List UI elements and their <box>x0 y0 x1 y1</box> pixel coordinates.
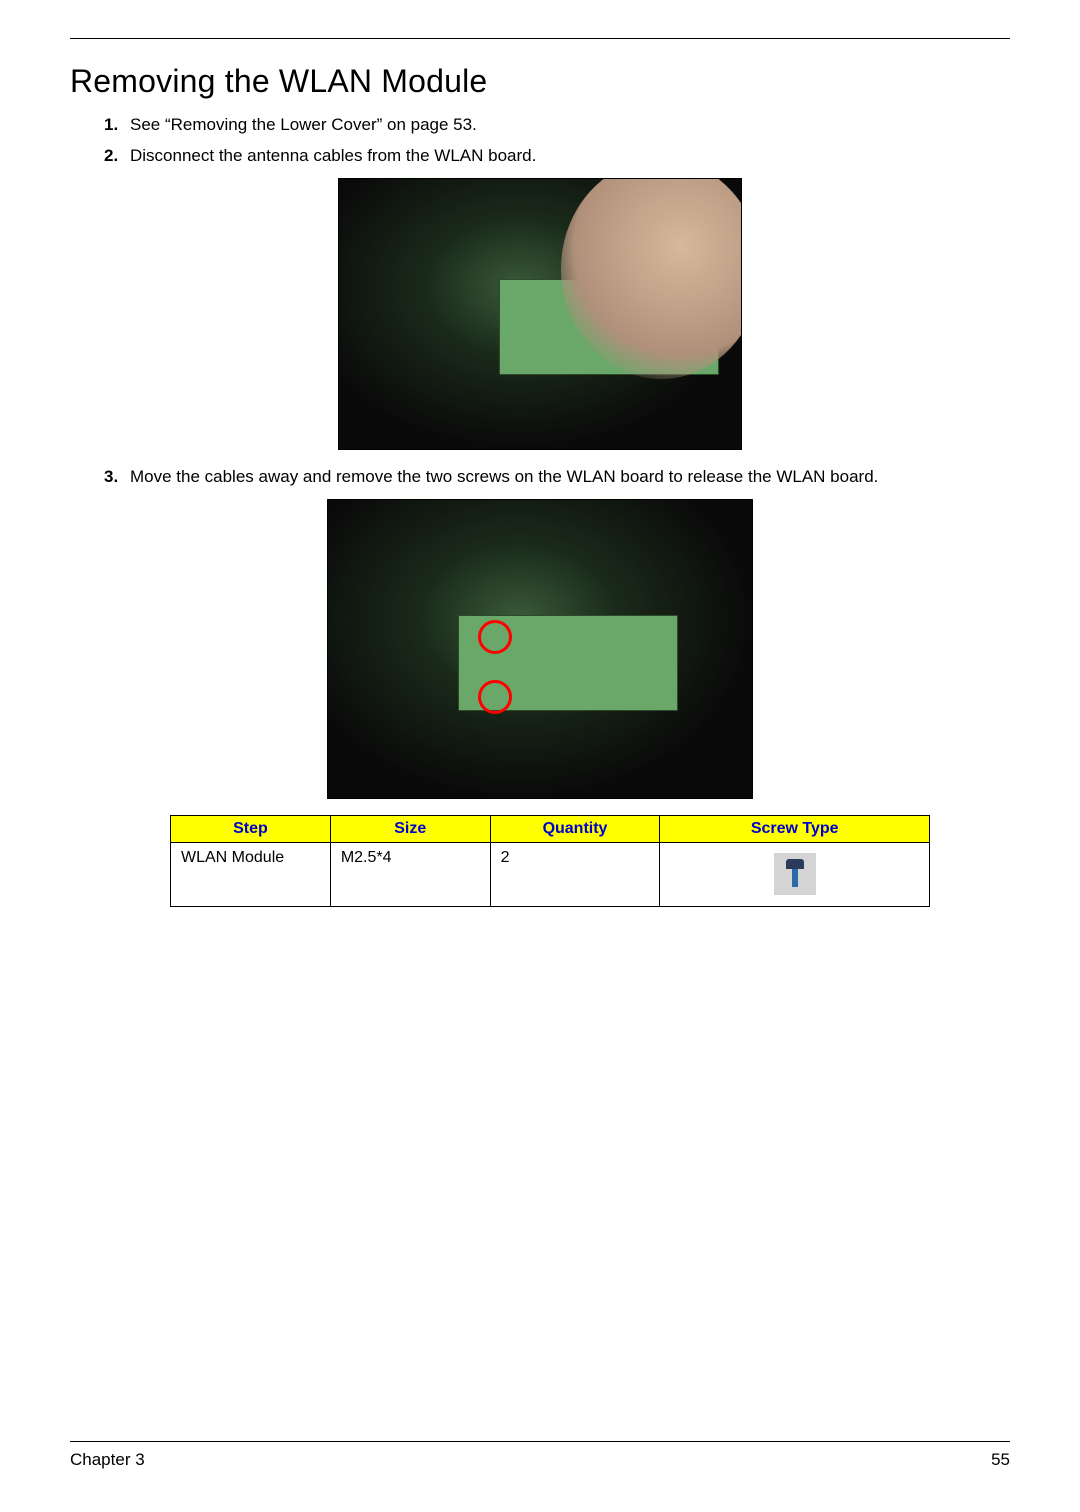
footer-page-number: 55 <box>991 1450 1010 1470</box>
figure-1-photo <box>338 178 742 450</box>
step-number: 2. <box>104 145 118 168</box>
cell-size: M2.5*4 <box>330 842 490 906</box>
figure-2-photo <box>327 499 753 799</box>
screw-icon <box>774 853 816 895</box>
cell-screw-type <box>660 842 930 906</box>
page-container: Removing the WLAN Module 1. See “Removin… <box>0 0 1080 1512</box>
table-row: WLAN Module M2.5*4 2 <box>171 842 930 906</box>
step-text: Disconnect the antenna cables from the W… <box>130 146 536 165</box>
col-step-header: Step <box>171 815 331 842</box>
step-number: 3. <box>104 466 118 489</box>
footer-chapter: Chapter 3 <box>70 1450 145 1470</box>
step-list-continued: 3. Move the cables away and remove the t… <box>70 466 1010 489</box>
step-item: 1. See “Removing the Lower Cover” on pag… <box>104 114 1010 137</box>
col-type-header: Screw Type <box>660 815 930 842</box>
col-qty-header: Quantity <box>490 815 660 842</box>
bottom-rule <box>70 1441 1010 1442</box>
figure-1-wrap <box>70 178 1010 450</box>
col-size-header: Size <box>330 815 490 842</box>
figure-2-wrap <box>70 499 1010 799</box>
screw-highlight-icon <box>478 680 512 714</box>
step-text: Move the cables away and remove the two … <box>130 467 878 486</box>
top-rule <box>70 38 1010 39</box>
step-list: 1. See “Removing the Lower Cover” on pag… <box>70 114 1010 168</box>
step-number: 1. <box>104 114 118 137</box>
cell-quantity: 2 <box>490 842 660 906</box>
step-item: 2. Disconnect the antenna cables from th… <box>104 145 1010 168</box>
screw-table: Step Size Quantity Screw Type WLAN Modul… <box>170 815 930 907</box>
screw-table-head: Step Size Quantity Screw Type <box>171 815 930 842</box>
screw-table-body: WLAN Module M2.5*4 2 <box>171 842 930 906</box>
step-item: 3. Move the cables away and remove the t… <box>104 466 1010 489</box>
table-header-row: Step Size Quantity Screw Type <box>171 815 930 842</box>
step-text: See “Removing the Lower Cover” on page 5… <box>130 115 477 134</box>
section-heading: Removing the WLAN Module <box>70 63 1010 100</box>
screw-highlight-icon <box>478 620 512 654</box>
page-footer: Chapter 3 55 <box>70 1441 1010 1470</box>
footer-row: Chapter 3 55 <box>70 1450 1010 1470</box>
cell-step: WLAN Module <box>171 842 331 906</box>
